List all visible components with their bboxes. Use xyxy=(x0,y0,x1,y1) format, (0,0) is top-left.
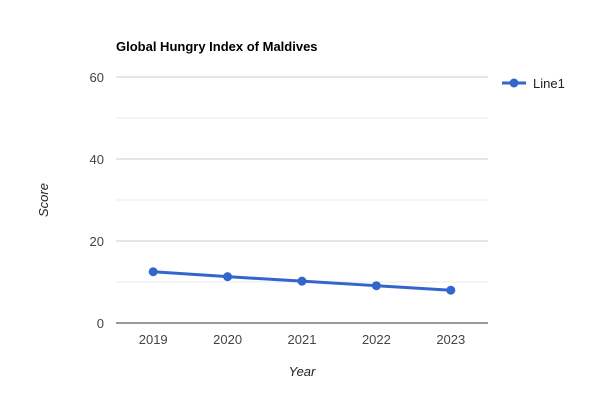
legend-marker xyxy=(509,78,519,88)
x-axis-ticks: 2019 2020 2021 2022 2023 xyxy=(139,332,466,347)
y-tick-label: 60 xyxy=(90,70,104,85)
x-tick-label: 2021 xyxy=(288,332,317,347)
legend[interactable]: Line1 xyxy=(502,76,565,91)
chart-title: Global Hungry Index of Maldives xyxy=(116,39,318,54)
data-point[interactable] xyxy=(297,276,307,286)
series-group xyxy=(148,267,456,295)
y-axis-label: Score xyxy=(36,183,51,217)
x-tick-label: 2023 xyxy=(436,332,465,347)
x-tick-label: 2022 xyxy=(362,332,391,347)
y-tick-label: 40 xyxy=(90,152,104,167)
x-tick-label: 2019 xyxy=(139,332,168,347)
legend-label: Line1 xyxy=(533,76,565,91)
data-point[interactable] xyxy=(371,281,381,291)
x-tick-label: 2020 xyxy=(213,332,242,347)
data-point[interactable] xyxy=(446,285,456,295)
y-tick-label: 20 xyxy=(90,234,104,249)
data-point[interactable] xyxy=(148,267,158,277)
data-point[interactable] xyxy=(223,272,233,282)
y-axis-ticks: 0 20 40 60 xyxy=(90,70,104,331)
y-tick-label: 0 xyxy=(97,316,104,331)
gridlines xyxy=(116,76,488,283)
x-axis-label: Year xyxy=(289,364,316,379)
